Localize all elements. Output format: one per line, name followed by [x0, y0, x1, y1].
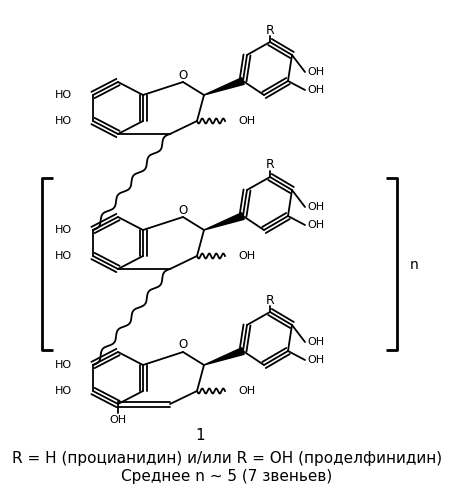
Text: OH: OH — [307, 85, 324, 95]
Text: R = H (процианидин) и/или R = OH (проделфинидин): R = H (процианидин) и/или R = OH (продел… — [12, 451, 442, 466]
Text: OH: OH — [307, 202, 324, 212]
Text: OH: OH — [307, 337, 324, 347]
Text: OH: OH — [238, 386, 255, 396]
Text: OH: OH — [307, 67, 324, 77]
Text: HO: HO — [55, 360, 72, 370]
Text: O: O — [178, 204, 187, 217]
Text: R: R — [266, 23, 274, 36]
Text: HO: HO — [55, 90, 72, 100]
Text: HO: HO — [55, 225, 72, 235]
Text: Среднее n ~ 5 (7 звеньев): Среднее n ~ 5 (7 звеньев) — [121, 470, 333, 485]
Text: HO: HO — [55, 116, 72, 126]
Text: R: R — [266, 293, 274, 306]
Polygon shape — [204, 78, 244, 95]
Text: OH: OH — [307, 355, 324, 365]
Text: HO: HO — [55, 386, 72, 396]
Text: O: O — [178, 338, 187, 351]
Text: OH: OH — [238, 116, 255, 126]
Text: 1: 1 — [195, 428, 205, 443]
Polygon shape — [204, 348, 244, 365]
Text: n: n — [410, 258, 419, 272]
Text: HO: HO — [55, 251, 72, 261]
Text: OH: OH — [238, 251, 255, 261]
Text: OH: OH — [110, 415, 126, 425]
Text: OH: OH — [307, 220, 324, 230]
Polygon shape — [204, 213, 244, 230]
Text: R: R — [266, 159, 274, 172]
Text: O: O — [178, 68, 187, 81]
